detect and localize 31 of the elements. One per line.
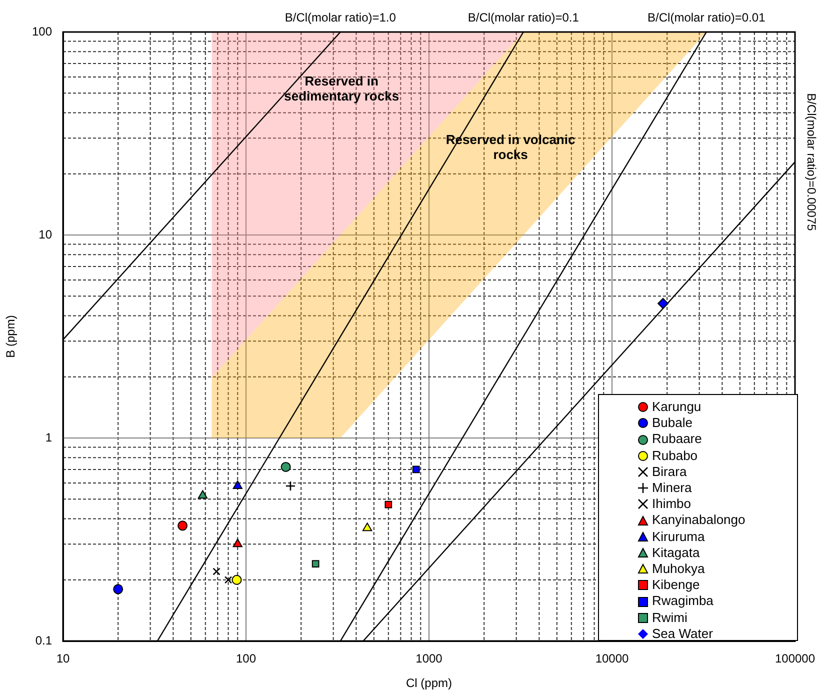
- legend-label: Rubabo: [652, 448, 698, 464]
- legend-label: Bubale: [652, 415, 692, 432]
- x-tick-label: 10: [56, 652, 70, 666]
- x-tick-label: 1000: [416, 652, 443, 666]
- legend-label: Muhokya: [652, 561, 705, 578]
- y-tick-label: 10: [38, 227, 52, 242]
- legend-label: Kibenge: [652, 577, 700, 594]
- legend-label: Minera: [652, 480, 692, 496]
- legend-label: Kanyinabalongo: [652, 512, 746, 529]
- series-label: B/Cl(molar ratio)=0.01: [648, 10, 766, 24]
- y-tick-label: 100: [32, 24, 52, 38]
- y-axis-title: B (ppm): [4, 315, 18, 358]
- legend-label: Rwagimba: [652, 593, 714, 610]
- legend-label: Ihimbo: [652, 496, 692, 512]
- x-tick-label: 100000: [774, 652, 816, 666]
- legend-label: Rwimi: [652, 610, 688, 626]
- y-tick-label: 0.1: [35, 633, 52, 648]
- text: B/Cl(molar ratio)=0.00075: [804, 93, 819, 232]
- x-tick-label: 100: [236, 652, 256, 666]
- legend-label: Sea Water: [652, 626, 713, 642]
- annotation: Reserved in sedimentary rocks: [284, 74, 400, 104]
- legend-label: Kiruruma: [652, 528, 705, 545]
- x-axis-title: Cl (ppm): [406, 676, 452, 690]
- legend-label: Karungu: [652, 399, 702, 416]
- y-tick-label: 1: [45, 430, 52, 444]
- series-label: B/Cl(molar ratio)=0.1: [468, 10, 580, 24]
- x-tick-label: 10000: [595, 652, 630, 666]
- legend-label: Birara: [652, 464, 687, 480]
- series-label: B/Cl(molar ratio)=1.0: [284, 10, 396, 24]
- legend-label: Rubaare: [652, 431, 702, 448]
- legend-label: Kitagata: [652, 544, 700, 562]
